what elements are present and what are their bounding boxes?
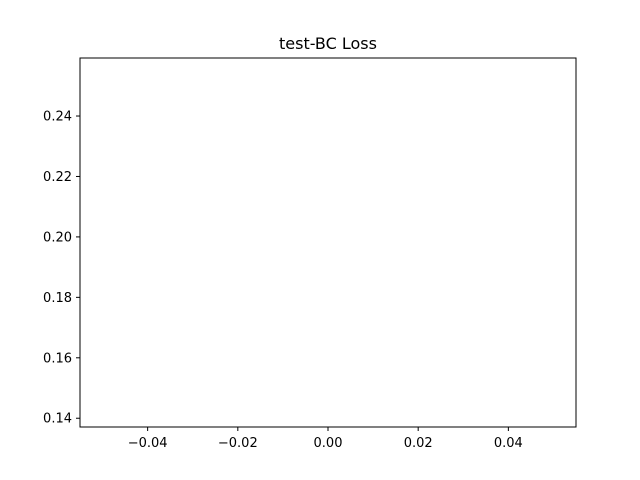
y-tick-label: 0.20 [43, 230, 72, 245]
chart-title: test-BC Loss [279, 34, 377, 53]
y-tick-label: 0.24 [43, 110, 72, 125]
x-tick-label: −0.04 [128, 436, 168, 451]
x-tick-label: −0.02 [218, 436, 258, 451]
x-tick-label: 0.00 [314, 436, 343, 451]
y-tick-label: 0.22 [43, 170, 72, 185]
y-axis-ticks: 0.14 0.16 0.18 0.20 0.22 0.24 [43, 110, 80, 427]
plot-area-frame [79, 57, 577, 428]
y-tick-label: 0.14 [43, 412, 72, 427]
y-tick-label: 0.16 [43, 351, 72, 366]
x-tick-label: 0.04 [494, 436, 523, 451]
x-axis-ticks: −0.04 −0.02 0.00 0.02 0.04 [128, 427, 523, 451]
y-tick-label: 0.18 [43, 291, 72, 306]
x-tick-label: 0.02 [404, 436, 433, 451]
